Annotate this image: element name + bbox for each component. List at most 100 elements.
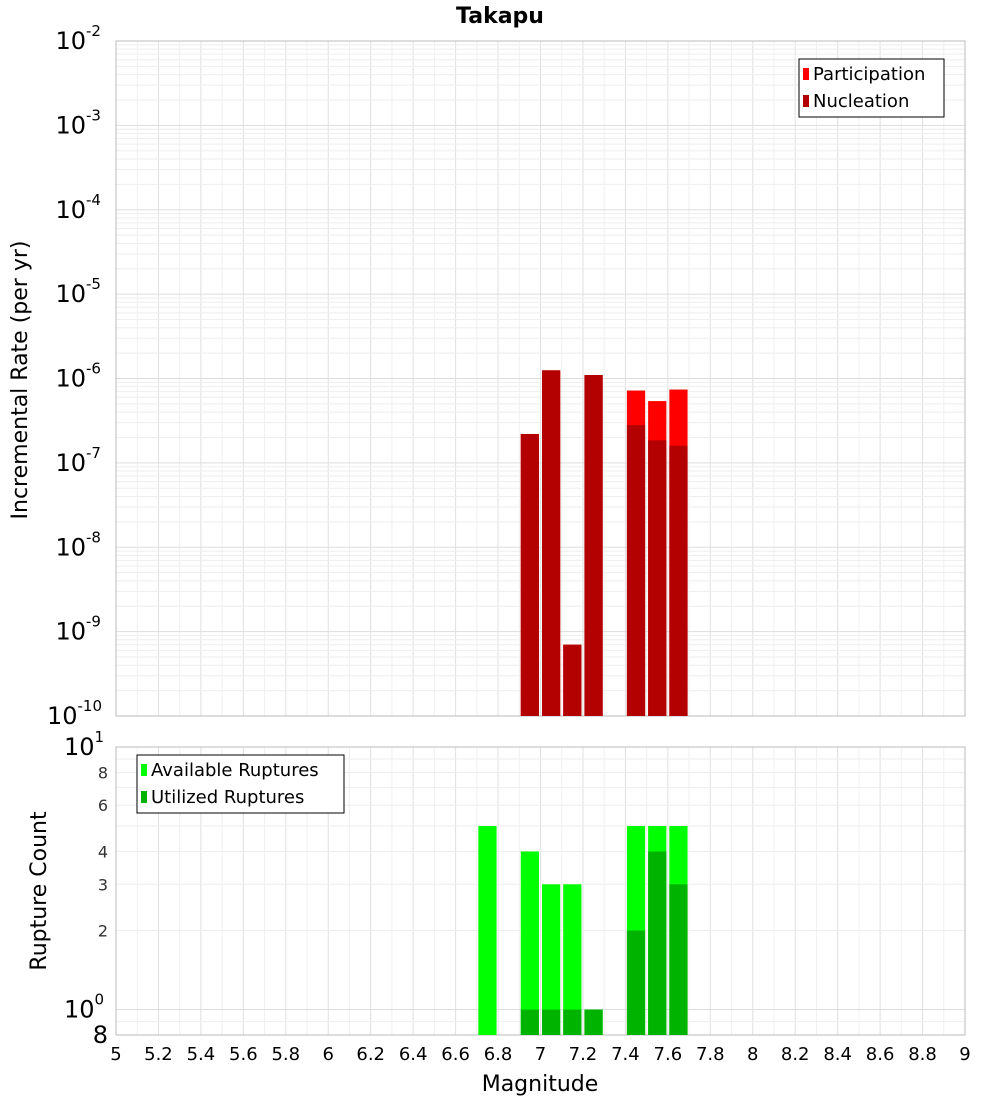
y-tick-exponent: -9 <box>86 613 101 631</box>
top-legend-box <box>798 58 945 118</box>
y-tick-exponent: 0 <box>95 991 105 1009</box>
x-tick-12: 7.4 <box>611 1044 640 1065</box>
top-y-tick-8: 10 -2 <box>55 22 101 55</box>
bottom-bar-s2-4 <box>626 930 646 1035</box>
x-tick-3: 5.6 <box>229 1044 258 1065</box>
y-tick-exponent: -2 <box>86 22 101 40</box>
y-tick-exponent: -10 <box>78 697 103 715</box>
y-tick-label: 8 <box>98 763 108 782</box>
bottom-bar-s1-1 <box>520 851 539 1035</box>
bottom-bar-s1-0 <box>478 826 497 1035</box>
top-legend-swatch-0 <box>803 68 809 80</box>
x-ticks: 5 5.2 5.4 5.6 5.8 6 6.2 6.4 6.6 6.8 7 7.2 7.4 7.6 7.8 8… <box>110 1044 970 1065</box>
chart-title: Takapu <box>456 4 544 29</box>
bottom-legend-swatch-0 <box>141 764 147 776</box>
x-tick-8: 6.6 <box>441 1044 470 1065</box>
y-tick-base: 10 <box>55 365 86 393</box>
x-tick-11: 7.2 <box>569 1044 598 1065</box>
x-tick-14: 7.8 <box>696 1044 725 1065</box>
y-tick-exponent: 1 <box>95 728 105 746</box>
top-y-tick-6: 10 -4 <box>55 191 101 224</box>
top-bars <box>520 370 688 716</box>
y-tick-label: 4 <box>98 842 108 861</box>
bottom-y-tick-6: 8 <box>98 763 108 782</box>
top-y-tick-2: 10 -8 <box>55 528 101 561</box>
bottom-bar-s2-6 <box>669 884 688 1035</box>
y-tick-base: 10 <box>55 196 86 224</box>
bottom-bar-s2-0 <box>520 1009 539 1035</box>
x-tick-1: 5.2 <box>144 1044 173 1065</box>
top-bar-s2-6 <box>669 445 688 716</box>
y-tick-base: 10 <box>55 280 86 308</box>
bottom-legend-swatch-1 <box>141 791 147 803</box>
bottom-y-axis-label: Rupture Count <box>27 811 52 971</box>
x-tick-7: 6.4 <box>399 1044 428 1065</box>
top-y-axis-label: Incremental Rate (per yr) <box>8 241 33 520</box>
y-tick-base: 10 <box>55 111 86 139</box>
top-y-tick-5: 10 -5 <box>55 275 101 308</box>
y-tick-exponent: -8 <box>86 528 101 546</box>
top-y-tick-4: 10 -6 <box>55 360 101 393</box>
top-bar-s2-0 <box>520 433 539 716</box>
y-tick-base: 10 <box>55 618 86 646</box>
top-legend-label-0: Participation <box>813 64 925 85</box>
y-tick-exponent: -3 <box>86 106 101 124</box>
y-tick-label: 2 <box>98 922 108 941</box>
y-tick-label: 8 <box>93 1021 108 1049</box>
bottom-bar-s2-1 <box>542 1009 561 1035</box>
top-y-tick-1: 10 -9 <box>55 613 101 646</box>
bottom-legend: Available Ruptures Utilized Ruptures <box>136 754 345 814</box>
bottom-y-tick-5: 6 <box>98 796 108 815</box>
x-tick-9: 6.8 <box>484 1044 513 1065</box>
top-bar-s2-2 <box>563 644 582 716</box>
y-tick-exponent: -6 <box>86 360 101 378</box>
top-bar-s2-4 <box>626 425 646 716</box>
x-tick-16: 8.2 <box>781 1044 810 1065</box>
bottom-legend-label-1: Utilized Ruptures <box>151 787 304 808</box>
x-tick-15: 8 <box>747 1044 758 1065</box>
x-tick-17: 8.4 <box>823 1044 852 1065</box>
x-tick-19: 8.8 <box>908 1044 937 1065</box>
y-tick-base: 10 <box>47 702 78 730</box>
y-tick-base: 10 <box>55 449 86 477</box>
bottom-y-tick-7: 10 1 <box>64 728 104 761</box>
y-tick-label: 6 <box>98 796 108 815</box>
bottom-legend-label-0: Available Ruptures <box>151 760 319 781</box>
bottom-y-tick-2: 2 <box>98 922 108 941</box>
top-bar-s2-3 <box>584 375 603 716</box>
x-tick-4: 5.8 <box>271 1044 300 1065</box>
x-tick-5: 6 <box>323 1044 334 1065</box>
y-tick-exponent: -7 <box>86 444 101 462</box>
bottom-plot-frame <box>115 746 966 1036</box>
x-tick-18: 8.6 <box>866 1044 895 1065</box>
x-tick-0: 5 <box>110 1044 121 1065</box>
x-tick-20: 9 <box>959 1044 970 1065</box>
top-bar-s2-1 <box>542 370 561 716</box>
y-tick-base: 10 <box>55 27 86 55</box>
y-tick-label: 3 <box>98 875 108 894</box>
x-axis-label: Magnitude <box>482 1072 599 1097</box>
y-tick-base: 10 <box>64 996 95 1024</box>
y-tick-exponent: -4 <box>86 191 101 209</box>
y-tick-exponent: -5 <box>86 275 101 293</box>
y-tick-base: 10 <box>64 733 95 761</box>
x-tick-6: 6.2 <box>356 1044 385 1065</box>
x-tick-2: 5.4 <box>187 1044 216 1065</box>
bottom-y-tick-3: 3 <box>98 875 108 894</box>
bottom-bar-s2-2 <box>563 1009 582 1035</box>
bottom-legend-box <box>136 754 345 814</box>
bottom-y-tick-0: 8 <box>93 1021 108 1049</box>
x-tick-13: 7.6 <box>654 1044 683 1065</box>
top-y-tick-3: 10 -7 <box>55 444 101 477</box>
bottom-y-tick-1: 10 0 <box>64 991 104 1024</box>
bottom-bar-s1-3 <box>563 884 582 1035</box>
bottom-bars <box>478 826 688 1035</box>
top-legend-label-1: Nucleation <box>813 91 909 112</box>
top-legend-swatch-1 <box>803 95 809 107</box>
bottom-bar-s1-2 <box>542 884 561 1035</box>
bottom-bar-s2-5 <box>648 851 667 1035</box>
top-plot-frame <box>115 40 966 717</box>
